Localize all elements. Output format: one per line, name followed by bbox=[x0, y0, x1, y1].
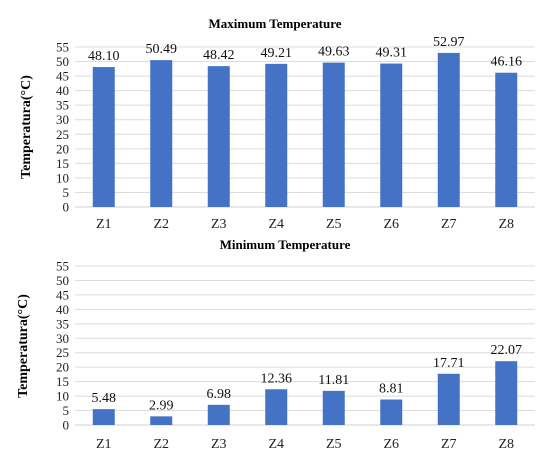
y-axis-label: Temperatura(°C) bbox=[19, 75, 34, 179]
bar bbox=[207, 404, 230, 425]
data-label: 48.42 bbox=[203, 48, 235, 63]
data-label: 49.63 bbox=[318, 45, 350, 60]
y-tick-label: 55 bbox=[56, 259, 69, 274]
x-tick-label: Z6 bbox=[383, 437, 399, 452]
bar bbox=[495, 361, 518, 425]
x-tick-label: Z2 bbox=[153, 437, 169, 452]
bar bbox=[380, 63, 403, 207]
x-tick-label: Z6 bbox=[383, 217, 399, 232]
data-label: 17.71 bbox=[433, 356, 465, 371]
bar bbox=[495, 72, 518, 207]
y-tick-label: 40 bbox=[56, 302, 69, 317]
y-tick-label: 20 bbox=[56, 141, 69, 156]
y-tick-label: 30 bbox=[56, 331, 69, 346]
x-tick-label: Z1 bbox=[96, 217, 112, 232]
y-tick-label: 10 bbox=[56, 389, 69, 404]
maximum-temperature-chart: Maximum Temperature Temperatura(°C) 0510… bbox=[19, 16, 535, 232]
y-axis-label: Temperatura(°C) bbox=[16, 294, 31, 398]
data-label: 49.21 bbox=[261, 46, 293, 61]
bar bbox=[92, 409, 115, 425]
chart-title: Maximum Temperature bbox=[209, 16, 342, 31]
x-tick-label: Z3 bbox=[211, 217, 227, 232]
x-tick-label: Z4 bbox=[268, 217, 284, 232]
minimum-temperature-chart: Minimum Temperature Temperatura(°C) 0510… bbox=[16, 237, 535, 452]
y-tick-label: 5 bbox=[63, 403, 70, 418]
x-tick-label: Z1 bbox=[96, 437, 112, 452]
data-label: 46.16 bbox=[491, 55, 523, 70]
y-tick-label: 50 bbox=[56, 54, 69, 69]
y-tick-label: 40 bbox=[56, 83, 69, 98]
y-tick-label: 15 bbox=[56, 156, 69, 171]
bar bbox=[150, 60, 173, 208]
y-tick-label: 55 bbox=[56, 40, 69, 55]
bar bbox=[265, 63, 288, 208]
bar bbox=[92, 67, 115, 207]
data-label: 48.10 bbox=[88, 49, 120, 64]
y-tick-label: 0 bbox=[63, 418, 70, 433]
y-tick-label: 50 bbox=[56, 273, 69, 288]
x-tick-label: Z3 bbox=[211, 437, 227, 452]
bar bbox=[207, 66, 230, 207]
bar bbox=[265, 389, 288, 425]
bar bbox=[437, 52, 460, 207]
bar bbox=[380, 399, 403, 425]
y-tick-label: 10 bbox=[56, 170, 69, 185]
bar bbox=[150, 416, 173, 425]
y-tick-label: 0 bbox=[63, 200, 70, 215]
data-label: 2.99 bbox=[149, 398, 174, 413]
y-tick-label: 45 bbox=[56, 287, 69, 302]
data-label: 11.81 bbox=[318, 373, 349, 388]
bar bbox=[322, 62, 345, 207]
y-tick-label: 25 bbox=[56, 345, 69, 360]
data-label: 12.36 bbox=[261, 371, 293, 386]
data-label: 5.48 bbox=[92, 391, 117, 406]
y-tick-label: 45 bbox=[56, 69, 69, 84]
x-tick-label: Z7 bbox=[441, 437, 457, 452]
x-tick-label: Z2 bbox=[153, 217, 169, 232]
y-tick-label: 15 bbox=[56, 374, 69, 389]
x-tick-label: Z4 bbox=[268, 437, 284, 452]
data-label: 22.07 bbox=[491, 343, 523, 358]
y-tick-label: 20 bbox=[56, 360, 69, 375]
data-label: 49.31 bbox=[376, 46, 408, 61]
y-tick-label: 30 bbox=[56, 112, 69, 127]
y-tick-label: 5 bbox=[63, 185, 70, 200]
x-tick-label: Z7 bbox=[441, 217, 457, 232]
x-tick-label: Z8 bbox=[498, 437, 514, 452]
y-tick-label: 25 bbox=[56, 127, 69, 142]
data-label: 6.98 bbox=[207, 387, 232, 402]
bar bbox=[437, 373, 460, 425]
x-tick-label: Z5 bbox=[326, 217, 342, 232]
data-label: 8.81 bbox=[379, 382, 404, 397]
bar bbox=[322, 390, 345, 425]
data-label: 50.49 bbox=[146, 42, 178, 57]
x-tick-label: Z5 bbox=[326, 437, 342, 452]
y-tick-label: 35 bbox=[56, 316, 69, 331]
y-tick-label: 35 bbox=[56, 98, 69, 113]
chart-title: Minimum Temperature bbox=[220, 237, 351, 252]
x-tick-label: Z8 bbox=[498, 217, 514, 232]
data-label: 52.97 bbox=[433, 35, 465, 50]
